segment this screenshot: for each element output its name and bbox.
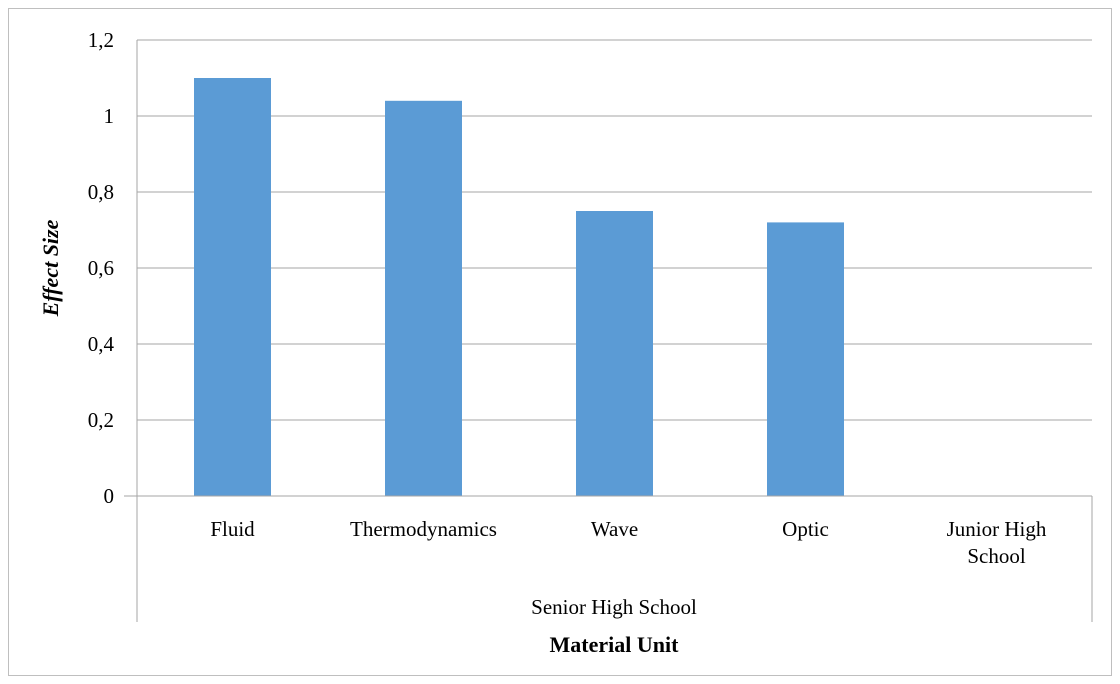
gridlines	[137, 39, 1092, 421]
chart-frame	[8, 8, 1112, 676]
y-tick-label: 0,6	[88, 256, 114, 280]
y-tick-label: 0,2	[88, 408, 114, 432]
x-axis-title: Material Unit	[550, 632, 680, 657]
category-label: Fluid	[210, 517, 255, 541]
bars	[194, 78, 844, 497]
bar-wave	[576, 211, 653, 496]
category-labels: Fluid Thermodynamics Wave Optic Junior High S…	[210, 517, 1047, 568]
y-tick-label: 0	[104, 484, 115, 508]
category-label: Wave	[591, 517, 638, 541]
category-label: Optic	[782, 517, 829, 541]
bar-optic	[767, 222, 844, 496]
y-tick-label: 1	[104, 104, 115, 128]
y-tick-labels: 0 0,2 0,4 0,6 0,8 1 1,2	[88, 28, 115, 508]
y-tick-label: 0,8	[88, 180, 114, 204]
y-tick-label: 1,2	[88, 28, 114, 52]
bar-thermodynamics	[385, 100, 462, 497]
bar-fluid	[194, 78, 271, 496]
category-label: Junior High School	[947, 517, 1047, 568]
group-label-senior-high-school: Senior High School	[531, 595, 697, 619]
y-tick-label: 0,4	[88, 332, 115, 356]
axis-lines	[124, 40, 1093, 622]
category-label: Thermodynamics	[350, 517, 497, 541]
y-axis-title: Effect Size	[38, 219, 63, 317]
